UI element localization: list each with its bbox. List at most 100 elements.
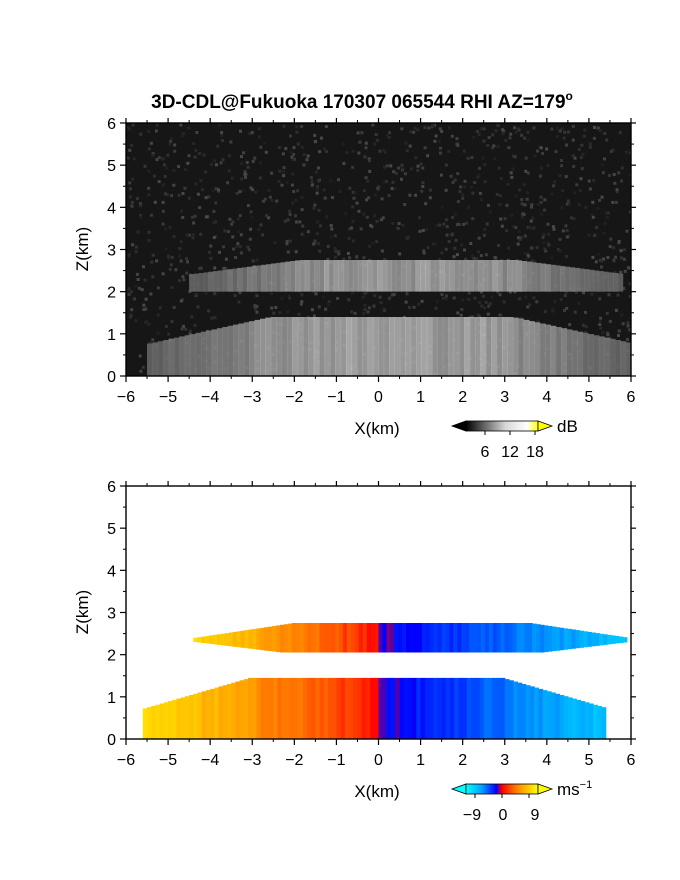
echo-column — [249, 321, 256, 376]
noise-pixel — [172, 306, 176, 309]
noise-pixel — [471, 217, 475, 221]
noise-pixel — [565, 306, 569, 310]
noise-pixel — [238, 291, 242, 295]
echo-column — [313, 317, 320, 376]
noise-pixel — [503, 217, 507, 221]
noise-pixel — [620, 166, 624, 170]
noise-pixel — [546, 164, 550, 167]
noise-pixel — [296, 142, 300, 146]
echo-column — [270, 317, 277, 376]
echo-column — [469, 317, 476, 376]
noise-pixel — [617, 334, 620, 337]
noise-pixel — [596, 252, 600, 256]
echo-column — [233, 324, 240, 376]
echo-column — [437, 317, 444, 376]
noise-pixel — [403, 203, 407, 206]
echo-column — [511, 260, 518, 292]
noise-pixel — [367, 306, 371, 310]
echo-column — [227, 325, 234, 376]
noise-pixel — [505, 229, 509, 233]
velocity-column — [382, 677, 388, 739]
noise-pixel — [587, 233, 591, 237]
noise-pixel — [213, 266, 217, 270]
noise-pixel — [501, 132, 505, 136]
noise-pixel — [531, 216, 535, 220]
echo-column — [609, 338, 616, 376]
echo-column — [242, 267, 248, 292]
noise-pixel — [174, 268, 178, 272]
noise-pixel — [526, 305, 530, 309]
noise-pixel — [167, 332, 171, 336]
noise-pixel — [301, 224, 305, 228]
noise-pixel — [360, 131, 364, 135]
velocity-column — [465, 623, 470, 653]
velocity-column — [378, 677, 384, 739]
noise-pixel — [584, 325, 588, 329]
noise-pixel — [427, 126, 431, 130]
velocity-column — [572, 698, 577, 739]
echo-column — [208, 271, 214, 292]
velocity-column — [168, 701, 173, 739]
noise-pixel — [255, 304, 259, 308]
noise-pixel — [317, 166, 320, 170]
echo-column — [213, 271, 219, 292]
noise-pixel — [420, 299, 424, 303]
echo-column — [582, 332, 589, 376]
velocity-column — [319, 677, 325, 739]
noise-pixel — [195, 292, 199, 296]
noise-pixel — [457, 222, 461, 226]
velocity-column — [227, 684, 232, 739]
velocity-column — [417, 623, 423, 653]
noise-pixel — [232, 247, 236, 251]
velocity-column — [277, 677, 283, 739]
noise-pixel — [571, 124, 575, 128]
noise-pixel — [395, 171, 398, 175]
velocity-column — [290, 677, 295, 739]
noise-pixel — [326, 303, 330, 307]
velocity-column — [551, 626, 557, 652]
noise-pixel — [254, 308, 257, 312]
echo-column — [497, 260, 503, 292]
noise-pixel — [170, 137, 173, 141]
noise-pixel — [619, 249, 623, 253]
noise-pixel — [527, 139, 531, 143]
noise-pixel — [505, 203, 509, 207]
noise-pixel — [463, 185, 467, 189]
noise-pixel — [422, 251, 426, 255]
noise-pixel — [471, 254, 474, 258]
velocity-column — [484, 623, 490, 653]
noise-pixel — [572, 217, 576, 221]
noise-pixel — [166, 193, 169, 197]
noise-pixel — [312, 242, 315, 246]
noise-pixel — [502, 300, 506, 304]
noise-pixel — [592, 179, 596, 183]
velocity-column — [603, 634, 608, 645]
noise-pixel — [324, 307, 328, 311]
echo-column — [620, 341, 627, 376]
velocity-column — [176, 698, 182, 739]
echo-column — [534, 322, 541, 376]
noise-pixel — [628, 151, 631, 155]
echo-column — [569, 267, 575, 292]
noise-pixel — [185, 271, 189, 275]
echo-column — [405, 260, 412, 292]
velocity-column — [224, 633, 230, 646]
velocity-column — [172, 699, 178, 739]
velocity-column — [220, 633, 226, 646]
noise-pixel — [286, 310, 290, 314]
noise-pixel — [498, 203, 502, 206]
noise-pixel — [229, 140, 233, 144]
noise-pixel — [129, 313, 133, 317]
noise-pixel — [317, 179, 321, 183]
echo-column — [528, 321, 535, 376]
velocity-column — [433, 677, 438, 739]
noise-pixel — [234, 256, 238, 259]
echo-column — [566, 329, 573, 376]
noise-pixel — [498, 313, 502, 317]
velocity-column — [319, 623, 324, 653]
velocity-column — [303, 623, 309, 653]
noise-pixel — [351, 190, 355, 194]
velocity-column — [390, 623, 395, 653]
noise-pixel — [409, 130, 413, 134]
noise-pixel — [292, 152, 296, 156]
